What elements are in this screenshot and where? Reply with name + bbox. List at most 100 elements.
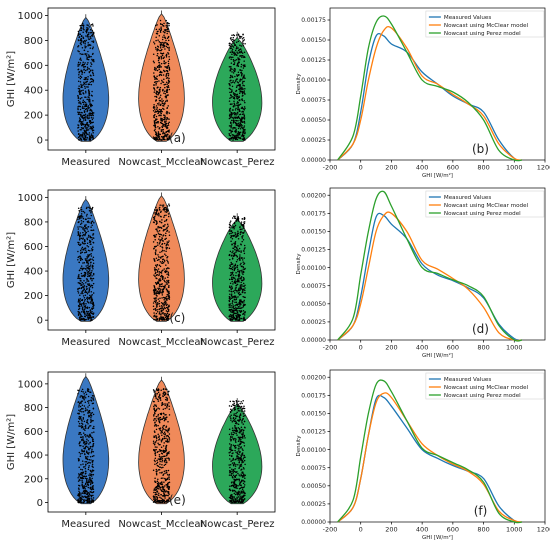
data-point bbox=[165, 264, 167, 266]
data-point bbox=[158, 213, 160, 215]
data-point bbox=[156, 264, 158, 266]
data-point bbox=[233, 94, 236, 97]
data-point bbox=[161, 495, 164, 497]
data-point bbox=[158, 230, 161, 232]
data-point bbox=[156, 491, 158, 493]
data-point bbox=[230, 445, 232, 447]
data-point bbox=[158, 395, 160, 398]
data-point bbox=[243, 248, 246, 250]
kde-line-series-3 bbox=[337, 15, 523, 162]
data-point bbox=[91, 104, 93, 107]
data-point bbox=[153, 443, 156, 446]
data-point bbox=[89, 447, 91, 449]
data-point bbox=[89, 434, 92, 437]
data-point bbox=[166, 403, 168, 405]
data-point bbox=[89, 473, 91, 475]
data-point bbox=[78, 117, 81, 119]
data-point bbox=[81, 246, 84, 249]
y-tick-label: 0.00175 bbox=[301, 211, 326, 218]
data-point bbox=[155, 105, 158, 107]
data-point bbox=[164, 210, 166, 213]
data-point bbox=[234, 279, 237, 281]
data-point bbox=[240, 430, 242, 433]
data-point bbox=[158, 264, 161, 267]
data-point bbox=[162, 258, 165, 261]
data-point bbox=[237, 107, 239, 109]
data-point bbox=[235, 314, 237, 317]
data-point bbox=[228, 315, 231, 317]
y-tick-label: 600 bbox=[24, 242, 43, 253]
data-point bbox=[234, 447, 237, 449]
data-point bbox=[162, 118, 165, 121]
data-point bbox=[165, 228, 167, 231]
data-point bbox=[77, 290, 79, 292]
data-point bbox=[235, 451, 237, 454]
data-point bbox=[238, 272, 241, 274]
data-point bbox=[155, 495, 157, 498]
data-point bbox=[153, 120, 156, 122]
data-point bbox=[159, 297, 161, 300]
jitter-points bbox=[152, 203, 171, 321]
data-point bbox=[155, 418, 157, 420]
data-point bbox=[233, 137, 235, 140]
data-point bbox=[84, 126, 86, 128]
data-point bbox=[237, 65, 240, 67]
data-point bbox=[168, 30, 170, 33]
data-point bbox=[154, 77, 156, 79]
data-point bbox=[162, 132, 165, 134]
data-point bbox=[83, 211, 86, 214]
data-point bbox=[162, 128, 165, 131]
data-point bbox=[79, 317, 81, 320]
data-point bbox=[165, 479, 168, 481]
data-point bbox=[83, 275, 85, 277]
data-point bbox=[92, 501, 95, 503]
data-point bbox=[86, 109, 89, 112]
data-point bbox=[92, 466, 94, 468]
data-point bbox=[243, 429, 245, 432]
data-point bbox=[156, 241, 159, 244]
data-point bbox=[86, 438, 88, 441]
data-point bbox=[230, 114, 233, 116]
data-point bbox=[228, 452, 230, 454]
data-point bbox=[91, 300, 93, 303]
data-point bbox=[77, 218, 79, 220]
data-point bbox=[233, 44, 236, 47]
data-point bbox=[89, 273, 92, 276]
data-point bbox=[79, 58, 81, 61]
data-point bbox=[167, 274, 170, 276]
data-point bbox=[89, 316, 91, 319]
data-point bbox=[167, 435, 170, 438]
data-point bbox=[239, 233, 242, 235]
data-point bbox=[228, 306, 231, 308]
data-point bbox=[234, 92, 236, 95]
data-point bbox=[87, 86, 89, 88]
data-point bbox=[240, 48, 242, 50]
data-point bbox=[88, 288, 91, 291]
data-point bbox=[236, 457, 238, 460]
data-point bbox=[237, 314, 240, 316]
data-point bbox=[228, 83, 230, 85]
data-point bbox=[244, 494, 246, 496]
data-point bbox=[154, 497, 156, 499]
data-point bbox=[79, 75, 82, 77]
data-point bbox=[160, 139, 163, 141]
data-point bbox=[242, 88, 244, 90]
data-point bbox=[237, 58, 240, 61]
data-point bbox=[238, 436, 240, 438]
data-point bbox=[81, 115, 83, 117]
data-point bbox=[162, 36, 164, 38]
data-point bbox=[84, 492, 86, 495]
data-point bbox=[235, 412, 237, 415]
data-point bbox=[92, 301, 95, 304]
data-point bbox=[241, 240, 243, 243]
data-point bbox=[240, 458, 243, 460]
data-point bbox=[90, 452, 93, 454]
data-point bbox=[233, 489, 236, 492]
data-point bbox=[235, 90, 237, 93]
data-point bbox=[155, 298, 157, 300]
data-point bbox=[88, 451, 90, 454]
data-point bbox=[155, 448, 157, 451]
data-point bbox=[163, 304, 165, 307]
